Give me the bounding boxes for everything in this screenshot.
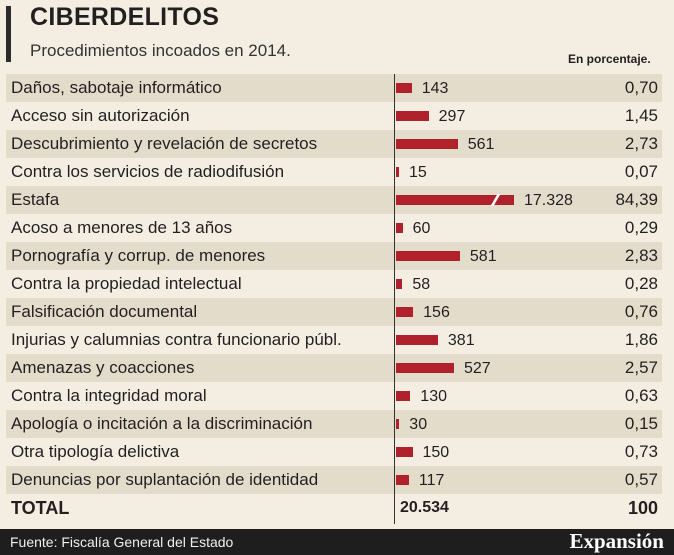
- percentage-value: 1,45: [624, 106, 658, 125]
- chart-row: Estafa 17.328 84,39: [6, 186, 662, 214]
- value-label: 527: [463, 360, 491, 377]
- category-label: Falsificación documental: [11, 302, 198, 321]
- value-label: 58: [412, 276, 431, 293]
- bar: [396, 251, 460, 261]
- chart-row: Acceso sin autorización 297 1,45: [6, 102, 662, 130]
- chart-row: Falsificación documental 156 0,76: [6, 298, 662, 326]
- percentage-value: 0,63: [624, 386, 658, 405]
- bar: [396, 167, 399, 177]
- category-label: Contra la integridad moral: [11, 386, 207, 405]
- bar: [396, 335, 438, 345]
- percentage-value: 0,73: [624, 442, 658, 461]
- chart-row: Amenazas y coacciones 527 2,57: [6, 354, 662, 382]
- chart-rows: Daños, sabotaje informático 143 0,70 Acceso…: [6, 74, 662, 494]
- category-label: Descubrimiento y revelación de secretos: [11, 134, 318, 153]
- chart-row: Contra la propiedad intelectual 58 0,28: [6, 270, 662, 298]
- footer: Fuente: Fiscalía General del Estado Expa…: [0, 529, 674, 555]
- bar: [396, 447, 413, 457]
- bar: [396, 83, 412, 93]
- percentage-value: 0,07: [624, 162, 658, 181]
- bar-axis-line: [394, 74, 395, 524]
- percentage-value: 2,57: [624, 358, 658, 377]
- value-label: 297: [438, 108, 466, 125]
- percentage-value: 0,15: [624, 414, 658, 433]
- percentage-value: 84,39: [615, 190, 658, 209]
- value-label: 60: [412, 220, 431, 237]
- expansion-logo: Expansión: [569, 529, 664, 553]
- category-label: Contra los servicios de radiodifusión: [11, 162, 285, 181]
- bar: [396, 223, 403, 233]
- value-label: 381: [447, 332, 475, 349]
- percentage-value: 0,76: [624, 302, 658, 321]
- chart-row: Apología o incitación a la discriminació…: [6, 410, 662, 438]
- bar: [396, 195, 514, 205]
- category-label: Daños, sabotaje informático: [11, 78, 222, 97]
- category-label: Pornografía y corrup. de menores: [11, 246, 266, 265]
- chart-row: Pornografía y corrup. de menores 581 2,83: [6, 242, 662, 270]
- bar: [396, 475, 409, 485]
- percentage-value: 2,73: [624, 134, 658, 153]
- value-label: 17.328: [524, 192, 573, 209]
- value-label: 130: [420, 388, 447, 405]
- value-label: 15: [409, 164, 427, 181]
- chart-row: Contra la integridad moral 130 0,63: [6, 382, 662, 410]
- bar: [396, 391, 411, 401]
- total-label: TOTAL: [11, 498, 70, 518]
- percentage-value: 1,86: [624, 330, 658, 349]
- category-label: Acceso sin autorización: [11, 106, 190, 125]
- chart-row: Acoso a menores de 13 años 60 0,29: [6, 214, 662, 242]
- percentage-value: 0,70: [624, 78, 658, 97]
- bar: [396, 139, 458, 149]
- category-label: Contra la propiedad intelectual: [11, 274, 242, 293]
- percentage-value: 0,29: [624, 218, 658, 237]
- category-label: Injurias y calumnias contra funcionario …: [11, 330, 342, 349]
- percentage-column-header: En porcentaje.: [568, 52, 651, 66]
- value-label: 143: [421, 80, 449, 97]
- value-label: 561: [467, 136, 495, 153]
- value-label: 117: [418, 472, 445, 489]
- value-label: 150: [422, 444, 450, 461]
- chart-row: Daños, sabotaje informático 143 0,70: [6, 74, 662, 102]
- bar: [396, 279, 403, 289]
- total-row: TOTAL 20.534 100: [6, 494, 662, 524]
- chart-row: Otra tipología delictiva 150 0,73: [6, 438, 662, 466]
- category-label: Estafa: [11, 190, 60, 209]
- percentage-value: 0,57: [624, 470, 658, 489]
- category-label: Otra tipología delictiva: [11, 442, 180, 461]
- value-label: 156: [423, 304, 450, 321]
- bar: [396, 307, 414, 317]
- chart-subtitle: Procedimientos incoados en 2014.: [30, 41, 291, 60]
- category-label: Acoso a menores de 13 años: [11, 218, 233, 237]
- chart-title: CIBERDELITOS: [30, 3, 220, 31]
- value-label: 30: [409, 416, 428, 433]
- chart-row: Descubrimiento y revelación de secretos 5…: [6, 130, 662, 158]
- chart-row: Injurias y calumnias contra funcionario …: [6, 326, 662, 354]
- total-percentage: 100: [627, 498, 658, 518]
- source-note: Fuente: Fiscalía General del Estado: [10, 534, 234, 550]
- category-label: Apología o incitación a la discriminació…: [11, 414, 313, 433]
- category-label: Amenazas y coacciones: [11, 358, 195, 377]
- percentage-value: 2,83: [624, 246, 658, 265]
- percentage-value: 0,28: [624, 274, 658, 293]
- chart-row: Denuncias por suplantación de identidad 1…: [6, 466, 662, 494]
- category-label: Denuncias por suplantación de identidad: [11, 470, 319, 489]
- value-label: 581: [469, 248, 497, 265]
- title-accent-bar: [6, 6, 11, 62]
- bar: [396, 111, 429, 121]
- chart-row: Contra los servicios de radiodifusión 15 0…: [6, 158, 662, 186]
- bar: [396, 419, 400, 429]
- total-value: 20.534: [400, 499, 449, 516]
- bar: [396, 363, 454, 373]
